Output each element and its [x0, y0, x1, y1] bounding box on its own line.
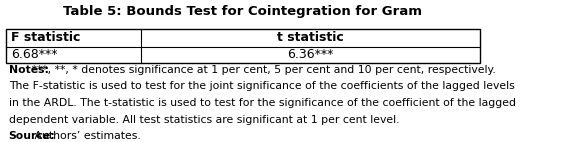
Text: 6.36***: 6.36***: [287, 48, 333, 61]
Text: The F-statistic is used to test for the joint significance of the coefficients o: The F-statistic is used to test for the …: [8, 81, 515, 91]
Text: t statistic: t statistic: [277, 31, 344, 44]
Text: F statistic: F statistic: [11, 31, 81, 44]
Bar: [6, 29, 480, 63]
Text: Notes:: Notes:: [8, 64, 48, 75]
Text: Table 5: Bounds Test for Cointegration for Gram: Table 5: Bounds Test for Cointegration f…: [64, 5, 422, 18]
Text: 6.68***: 6.68***: [11, 48, 57, 61]
Text: Authors’ estimates.: Authors’ estimates.: [30, 131, 140, 141]
Text: ***, **, * denotes significance at 1 per cent, 5 per cent and 10 per cent, respe: ***, **, * denotes significance at 1 per…: [28, 64, 495, 75]
Text: Source:: Source:: [8, 131, 55, 141]
Text: in the ARDL. The t-statistic is used to test for the significance of the coeffic: in the ARDL. The t-statistic is used to …: [8, 98, 516, 108]
Text: dependent variable. All test statistics are significant at 1 per cent level.: dependent variable. All test statistics …: [8, 115, 399, 125]
